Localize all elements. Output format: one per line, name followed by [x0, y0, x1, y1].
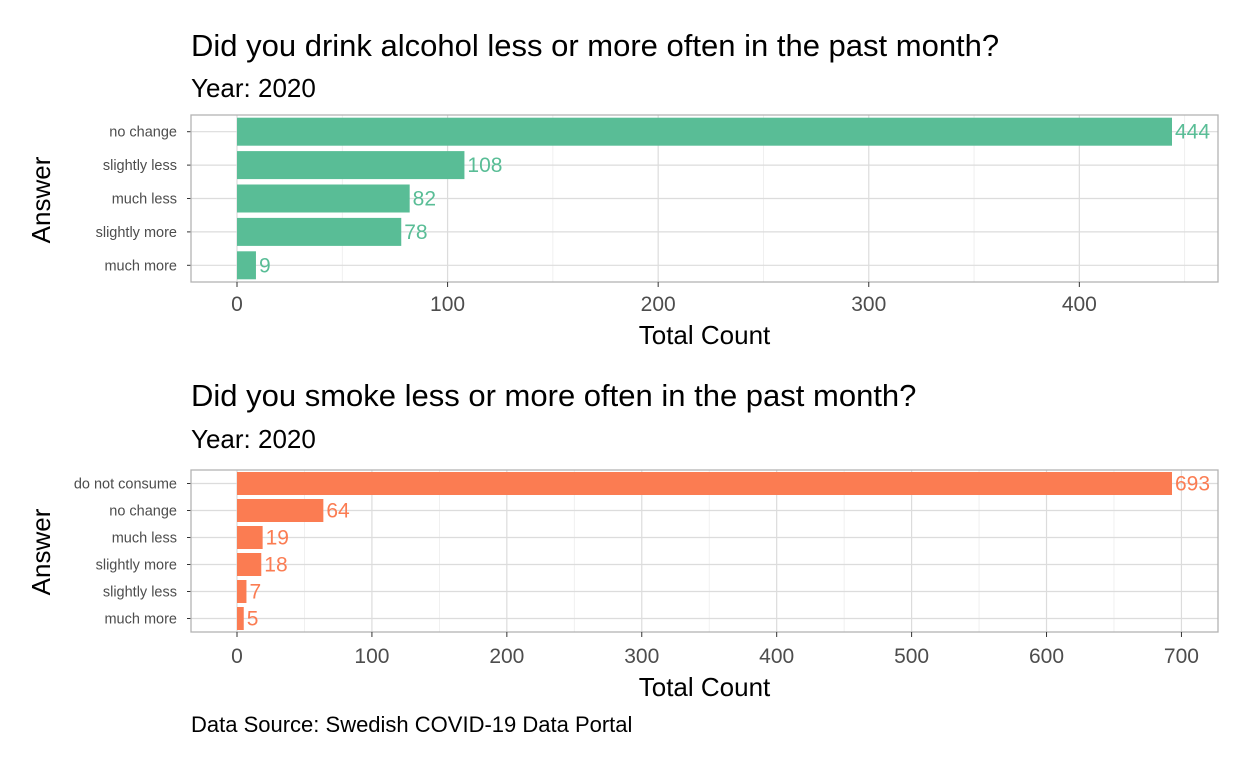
- chart-panel-1: Did you drink alcohol less or more often…: [26, 28, 1219, 350]
- x-tick-label: 300: [624, 645, 659, 668]
- x-tick-label: 200: [489, 645, 524, 668]
- y-tick-label: slightly less: [103, 585, 177, 601]
- y-tick-label: slightly more: [96, 558, 177, 574]
- bar-value-label: 82: [413, 188, 436, 211]
- panel-border: [190, 469, 1219, 633]
- x-tick-label: 600: [1029, 645, 1064, 668]
- bar-much-more: [237, 607, 244, 630]
- bar-much-less: [237, 184, 410, 213]
- bar-slightly-less: [237, 580, 247, 603]
- bar-value-label: 64: [326, 500, 350, 523]
- bar-no-change: [237, 117, 1172, 146]
- bar-value-label: 19: [266, 527, 289, 550]
- y-tick-label: do not consume: [74, 477, 177, 493]
- chart-panel-2: Did you smoke less or more often in the …: [26, 378, 1219, 702]
- x-axis-title: Total Count: [639, 672, 771, 702]
- y-tick-label: slightly less: [103, 158, 177, 174]
- x-tick-label: 400: [759, 645, 794, 668]
- chart-subtitle: Year: 2020: [191, 73, 316, 103]
- x-tick-label: 0: [231, 293, 243, 316]
- y-tick-label: no change: [109, 504, 177, 520]
- chart-title: Did you smoke less or more often in the …: [191, 378, 916, 413]
- bar-value-label: 693: [1175, 473, 1210, 496]
- bar-value-label: 7: [249, 581, 261, 604]
- y-axis-title: Answer: [26, 508, 56, 595]
- bar-value-label: 444: [1175, 121, 1210, 144]
- bar-slightly-less: [237, 151, 465, 180]
- bar-slightly-more: [237, 217, 402, 246]
- y-tick-label: no change: [109, 125, 177, 141]
- x-tick-label: 100: [354, 645, 389, 668]
- data-source-caption: Data Source: Swedish COVID-19 Data Porta…: [191, 712, 633, 737]
- bar-much-less: [237, 526, 263, 549]
- y-tick-label: slightly more: [96, 225, 177, 241]
- bar-slightly-more: [237, 553, 262, 576]
- x-axis-title: Total Count: [639, 320, 771, 350]
- bar-value-label: 9: [259, 254, 271, 277]
- x-tick-label: 0: [231, 645, 243, 668]
- bar-value-label: 18: [264, 554, 287, 577]
- chart-subtitle: Year: 2020: [191, 424, 316, 454]
- bar-no-change: [237, 499, 324, 522]
- bar-much-more: [237, 251, 256, 280]
- x-tick-label: 700: [1164, 645, 1199, 668]
- y-tick-label: much more: [104, 258, 177, 274]
- y-tick-label: much more: [104, 612, 177, 628]
- y-axis-title: Answer: [26, 156, 56, 243]
- panel-border: [190, 114, 1219, 283]
- x-tick-label: 500: [894, 645, 929, 668]
- y-tick-label: much less: [112, 531, 177, 547]
- bar-value-label: 78: [404, 221, 427, 244]
- bar-value-label: 5: [247, 608, 259, 631]
- bar-do-not-consume: [237, 472, 1172, 495]
- x-tick-label: 200: [641, 293, 676, 316]
- y-tick-label: much less: [112, 192, 177, 208]
- x-tick-label: 300: [851, 293, 886, 316]
- chart-title: Did you drink alcohol less or more often…: [191, 28, 999, 63]
- bar-value-label: 108: [467, 154, 502, 177]
- x-tick-label: 400: [1062, 293, 1097, 316]
- x-tick-label: 100: [430, 293, 465, 316]
